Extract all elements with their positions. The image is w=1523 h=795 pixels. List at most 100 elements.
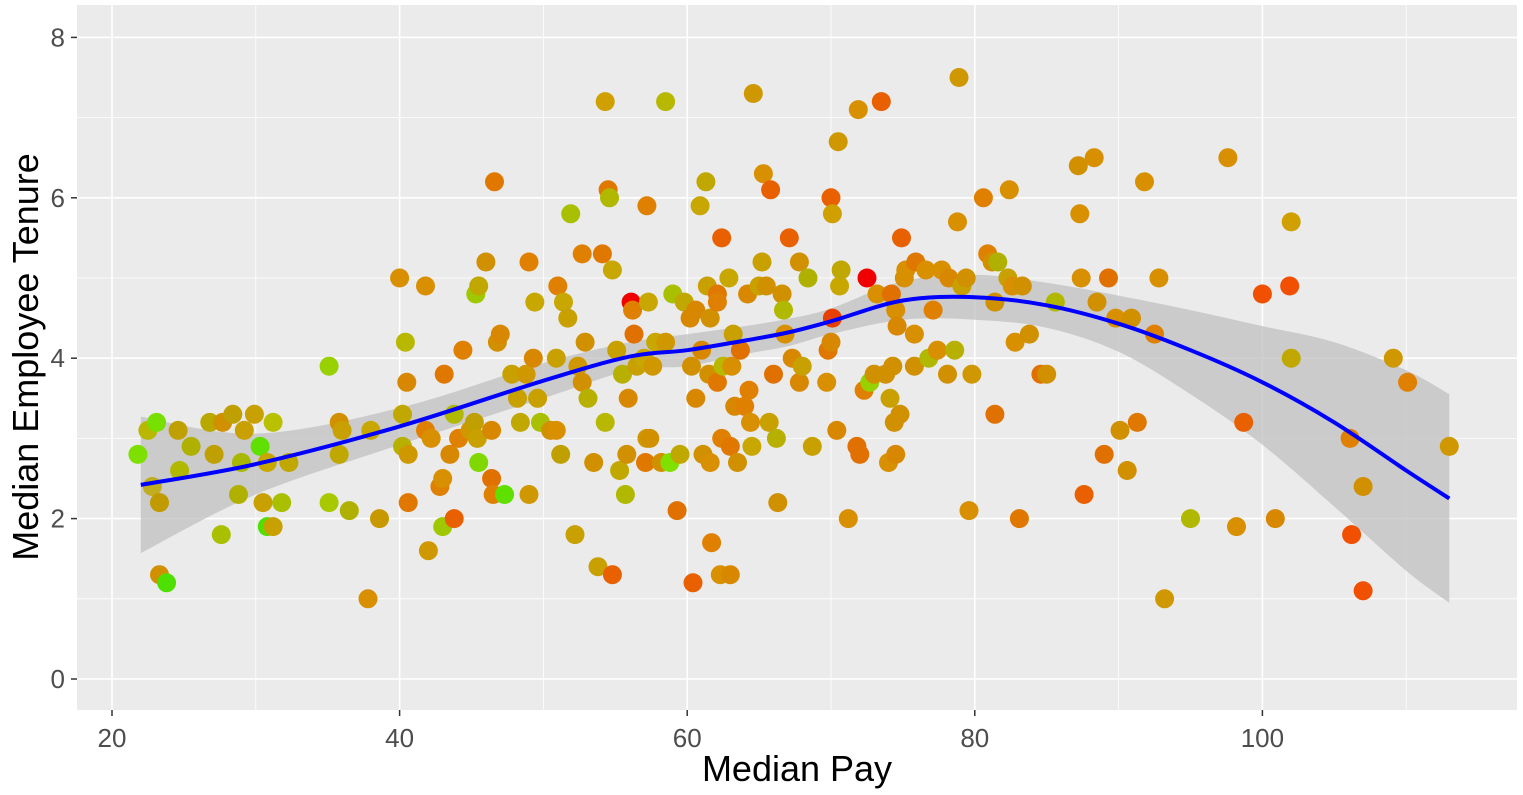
y-tick-label: 2 xyxy=(51,504,65,534)
data-point xyxy=(416,276,435,296)
data-point xyxy=(739,380,759,400)
data-point xyxy=(756,276,776,296)
y-tick-label: 4 xyxy=(51,343,65,373)
y-tick-label: 6 xyxy=(51,183,65,213)
data-point xyxy=(624,324,644,344)
data-point xyxy=(250,436,270,456)
data-point xyxy=(204,444,224,464)
data-point xyxy=(551,444,571,464)
data-point xyxy=(170,461,190,480)
x-axis-title: Median Pay xyxy=(702,748,892,789)
data-point xyxy=(768,493,788,513)
data-point xyxy=(683,573,703,593)
data-point xyxy=(949,68,969,87)
data-point xyxy=(1094,444,1114,464)
data-point xyxy=(643,356,663,376)
data-point xyxy=(1087,292,1107,312)
data-point xyxy=(595,412,615,432)
data-point xyxy=(1009,509,1029,529)
y-axis-title: Median Employee Tenure xyxy=(5,153,46,561)
data-point xyxy=(883,356,903,376)
data-point xyxy=(610,461,630,480)
data-point xyxy=(959,501,979,521)
data-point xyxy=(469,453,489,472)
data-point xyxy=(1398,372,1418,392)
data-point xyxy=(617,444,637,464)
data-point xyxy=(886,300,906,320)
data-point xyxy=(789,252,809,272)
data-point xyxy=(735,396,755,416)
data-point xyxy=(150,493,169,513)
data-point xyxy=(887,316,907,336)
data-point xyxy=(690,196,710,216)
data-point xyxy=(1099,268,1118,288)
data-point xyxy=(546,420,566,440)
data-point xyxy=(469,276,489,296)
data-point xyxy=(508,388,527,408)
data-point xyxy=(332,420,352,440)
data-point xyxy=(223,404,243,424)
data-point xyxy=(602,565,622,585)
data-point xyxy=(602,260,622,280)
data-point xyxy=(1019,324,1039,344)
data-point xyxy=(467,428,487,448)
data-point xyxy=(871,92,891,112)
data-point xyxy=(670,444,690,464)
data-point xyxy=(640,428,660,448)
data-point xyxy=(682,356,701,376)
data-point xyxy=(779,228,799,248)
data-point xyxy=(827,420,847,440)
data-point xyxy=(253,493,273,513)
data-point xyxy=(656,92,676,112)
data-point xyxy=(393,404,412,424)
x-tick-label: 60 xyxy=(673,723,702,753)
x-tick-label: 20 xyxy=(98,723,127,753)
data-point xyxy=(1383,348,1403,368)
data-point xyxy=(1005,332,1025,352)
data-point xyxy=(892,228,911,248)
x-tick-label: 80 xyxy=(960,723,989,753)
y-tick-label: 0 xyxy=(51,664,65,694)
data-point xyxy=(519,485,539,504)
data-point xyxy=(945,340,965,360)
data-point xyxy=(495,485,515,504)
data-point xyxy=(766,428,786,448)
data-point xyxy=(1070,204,1090,224)
data-point xyxy=(1155,589,1175,609)
data-point xyxy=(857,268,877,288)
data-point xyxy=(973,188,993,208)
data-point xyxy=(730,340,750,360)
data-point xyxy=(584,453,604,472)
data-point xyxy=(742,436,762,456)
data-point xyxy=(636,453,655,472)
data-point xyxy=(528,388,548,408)
data-point xyxy=(817,372,837,392)
data-point xyxy=(1181,509,1200,529)
data-point xyxy=(821,332,841,352)
data-point xyxy=(890,404,910,424)
data-point xyxy=(700,308,720,328)
data-point xyxy=(1353,477,1373,496)
data-point xyxy=(434,364,454,384)
data-point xyxy=(433,469,453,488)
data-point xyxy=(656,332,676,352)
data-point xyxy=(752,252,772,272)
data-point xyxy=(516,364,536,384)
axes: 20 40 60 80 100 0 2 4 6 8 xyxy=(51,22,1285,753)
x-tick-label: 40 xyxy=(385,723,414,753)
data-point xyxy=(319,356,339,376)
data-point xyxy=(792,356,812,376)
data-point xyxy=(904,324,924,344)
data-point xyxy=(485,172,504,192)
data-point xyxy=(398,493,418,513)
data-point xyxy=(867,284,887,304)
data-point xyxy=(848,100,868,120)
data-point xyxy=(523,348,543,368)
data-point xyxy=(561,204,581,224)
data-point xyxy=(886,444,906,464)
data-point xyxy=(1068,156,1088,176)
data-point xyxy=(592,244,612,264)
data-point xyxy=(962,364,982,384)
data-point xyxy=(1071,268,1091,288)
